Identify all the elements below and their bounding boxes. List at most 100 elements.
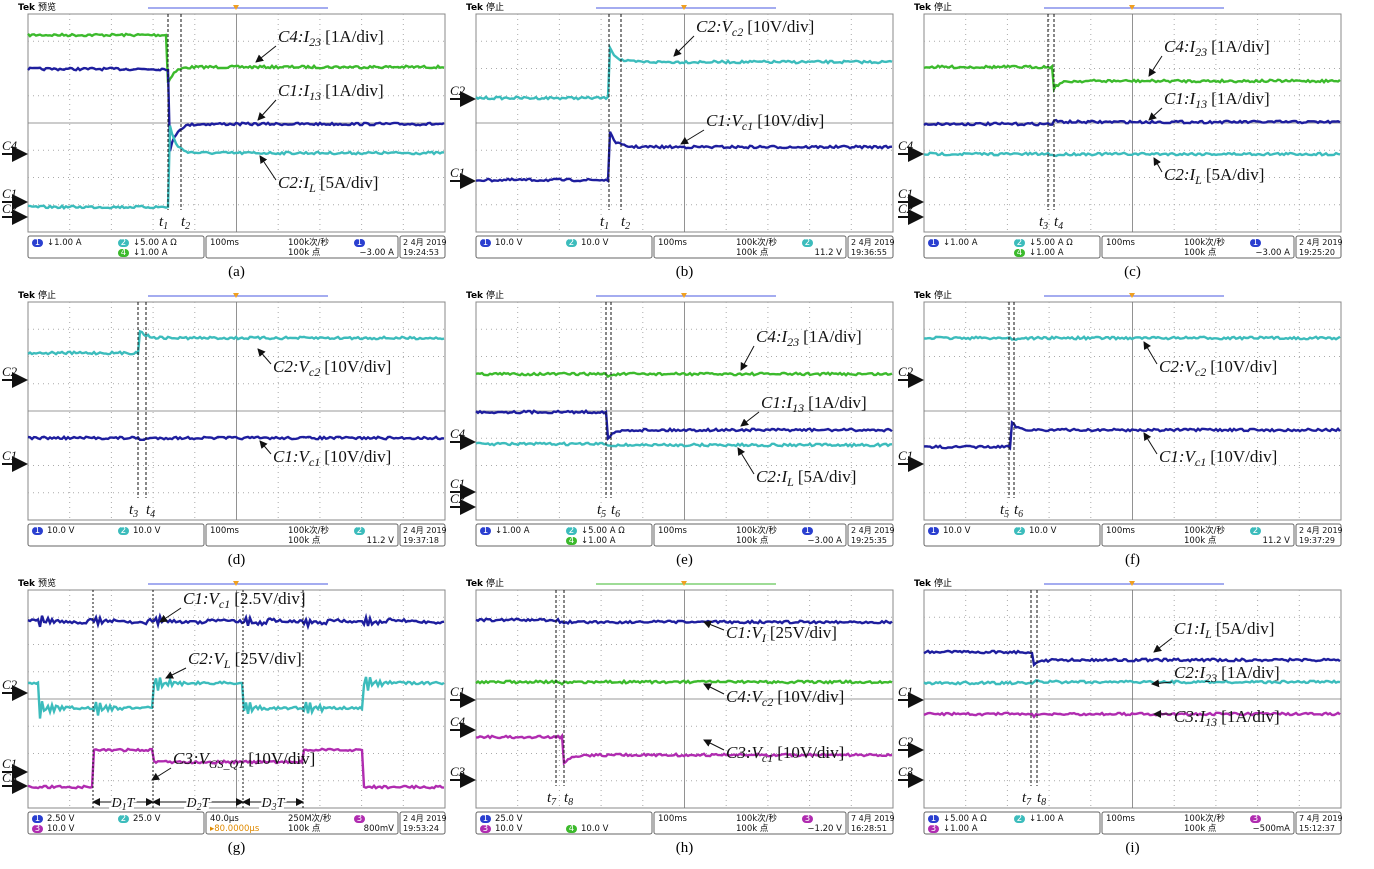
record-length: 100k 点: [288, 248, 321, 258]
annotation-sub: 13: [1195, 97, 1207, 111]
channel-scale: 10.0 V: [47, 526, 75, 536]
record-length: 100k 点: [736, 824, 769, 834]
channel-marker: C2: [2, 677, 18, 692]
horizontal-scale: 100ms: [1106, 526, 1136, 536]
horizontal-scale: 100ms: [658, 238, 688, 248]
annotation: C1:Vc1[10V/div]: [1159, 447, 1277, 469]
annotation-unit: [1A/div]: [325, 27, 384, 46]
annotation-sub: c2: [732, 25, 743, 39]
record-length: 100k 点: [288, 824, 321, 834]
channel-scale: ↓1.00 A: [495, 526, 530, 536]
annotation-unit: [1A/div]: [1221, 707, 1280, 726]
horizontal-scale: 100ms: [210, 238, 240, 248]
brand: Tek: [914, 3, 932, 13]
annotation-main: C4:I: [756, 327, 789, 346]
time: 15:12:37: [1299, 824, 1335, 833]
caption: (f): [1125, 552, 1140, 568]
channel-scale: 25.0 V: [495, 814, 523, 824]
channel-number: 1: [805, 526, 810, 536]
scope-panel: Tek停止t3t4C4:I23[1A/div]C1:I13[1A/div]C2:…: [898, 1, 1343, 280]
channel-marker: C3: [898, 764, 914, 779]
caption: (h): [676, 840, 694, 856]
trigger-level: 11.2 V: [367, 536, 395, 546]
channel-scale: 2.50 V: [47, 814, 75, 824]
channel-number: 2: [357, 526, 362, 536]
time-sub: 5: [601, 509, 606, 520]
annotation-unit: [5A/div]: [1216, 619, 1275, 638]
channel-number: 3: [35, 824, 40, 834]
record-length: 100k 点: [1184, 536, 1217, 546]
channel-number: 3: [483, 824, 488, 834]
annotation-sub: L: [308, 181, 316, 195]
mode: 停止: [934, 289, 952, 301]
channel-scale: 10.0 V: [47, 824, 75, 834]
channel-number: 1: [35, 814, 40, 824]
channel-scale: 10.0 V: [133, 526, 161, 536]
channel-number: 4: [569, 824, 574, 834]
sample-rate: 100k次/秒: [1184, 237, 1226, 248]
delay: ▸80.0000μs: [210, 824, 260, 834]
record-length: 100k 点: [736, 536, 769, 546]
annotation-sub: c1: [762, 751, 773, 765]
annotation-unit: [10V/div]: [777, 743, 844, 762]
channel-scale: 10.0 V: [1029, 526, 1057, 536]
trigger-level: −3.00 A: [1255, 248, 1290, 258]
channel-number: 2: [569, 526, 574, 536]
time-sub: 1: [604, 221, 609, 232]
brand: Tek: [18, 291, 36, 301]
time: 19:53:24: [403, 824, 439, 833]
mode: 预览: [38, 577, 56, 589]
annotation: C1:Vc1[10V/div]: [706, 111, 824, 133]
channel-number: 1: [483, 526, 488, 536]
channel-number: 4: [121, 248, 126, 258]
annotation-unit: [10V/div]: [747, 17, 814, 36]
time: 19:25:35: [851, 536, 887, 545]
brand: Tek: [18, 3, 36, 13]
annotation-main: C4:I: [1164, 37, 1197, 56]
scope-panel: Tek停止t3t4C2:Vc2[10V/div]C1:Vc1[10V/div]C…: [2, 289, 447, 568]
annotation-unit: [1A/div]: [808, 393, 867, 412]
scope-panel: Tek停止t7t8C1:IL[5A/div]C2:I23[1A/div]C3:I…: [898, 577, 1343, 856]
annotation: C4:Vc2[10V/div]: [726, 687, 844, 709]
annotation-sub: c2: [762, 695, 773, 709]
date: 2 4月 2019: [403, 238, 447, 247]
brand: Tek: [466, 291, 484, 301]
record-length: 100k 点: [288, 536, 321, 546]
trigger-level: 11.2 V: [815, 248, 843, 258]
channel-number: 1: [931, 814, 936, 824]
annotation-main: C2:V: [1159, 357, 1198, 376]
annotation-unit: [25V/div]: [235, 649, 302, 668]
date: 7 4月 2019: [851, 814, 895, 823]
annotation-main: C1:I: [1174, 619, 1207, 638]
annotation-sub: L: [786, 475, 794, 489]
sample-rate: 100k次/秒: [1184, 525, 1226, 536]
channel-number: 3: [1253, 814, 1258, 824]
annotation: C2:IL[5A/div]: [1164, 165, 1264, 187]
scope-panel: Tek停止t1t2C2:Vc2[10V/div]C1:Vc1[10V/div]C…: [450, 1, 895, 280]
channel-marker: C1: [898, 684, 913, 699]
channel-scale: ↓1.00 A: [943, 824, 978, 834]
annotation-sub: 13: [792, 401, 804, 415]
annotation-unit: [10V/div]: [757, 111, 824, 130]
annotation: C1:IL[5A/div]: [1174, 619, 1274, 641]
annotation-main: C1:V: [1159, 447, 1198, 466]
record-length: 100k 点: [1184, 248, 1217, 258]
channel-number: 2: [1253, 526, 1258, 536]
channel-marker: C1: [450, 684, 465, 699]
channel-number: 1: [931, 238, 936, 248]
scope-panel: Tek停止t5t6C2:Vc2[10V/div]C1:Vc1[10V/div]C…: [898, 289, 1343, 568]
channel-scale: 10.0 V: [581, 824, 609, 834]
channel-scale: ↓5.00 A Ω: [581, 526, 625, 536]
trigger-level: −1.20 V: [807, 824, 842, 834]
channel-marker: C2: [450, 83, 466, 98]
annotation-unit: [5A/div]: [320, 173, 379, 192]
annotation-sub: 23: [1195, 45, 1207, 59]
channel-scale: ↓1.00 A: [1029, 248, 1064, 258]
trigger-level: −3.00 A: [359, 248, 394, 258]
date: 2 4月 2019: [1299, 238, 1343, 247]
channel-number: 2: [1017, 238, 1022, 248]
annotation-main: C1:I: [278, 81, 311, 100]
sample-rate: 100k次/秒: [1184, 813, 1226, 824]
